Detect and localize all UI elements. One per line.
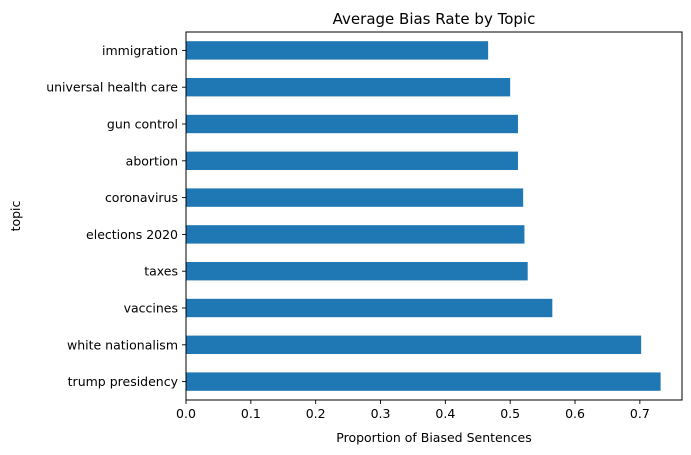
bar-coronavirus <box>186 188 524 207</box>
x-tick-label: 0.4 <box>435 406 455 421</box>
plot-frame <box>185 31 683 401</box>
y-tick-label: abortion <box>126 153 178 168</box>
y-tick-label: coronavirus <box>105 190 178 205</box>
bar-gun-control <box>186 114 518 134</box>
x-tick-label: 0.2 <box>306 406 326 421</box>
x-tick-label: 0.5 <box>500 406 520 421</box>
bar-immigration <box>186 41 489 60</box>
y-tick-label: universal health care <box>46 80 178 95</box>
x-axis-label: Proportion of Biased Sentences <box>336 430 531 445</box>
y-tick-label: white nationalism <box>67 337 178 352</box>
y-tick-label: elections 2020 <box>86 227 178 242</box>
y-tick-label: vaccines <box>124 301 178 316</box>
x-tick-label: 0.1 <box>241 406 261 421</box>
bar-taxes <box>186 262 528 281</box>
chart-title: Average Bias Rate by Topic <box>333 10 536 28</box>
y-tick-label: trump presidency <box>68 374 179 389</box>
y-tick-label: immigration <box>102 43 178 58</box>
bar-trump-presidency <box>186 372 661 391</box>
x-tick-label: 0.6 <box>565 406 585 421</box>
y-tick-label: gun control <box>107 117 178 132</box>
y-axis-label: topic <box>8 200 23 231</box>
x-axis-ticks: 0.0 0.1 0.2 0.3 0.4 0.5 0.6 0.7 <box>176 400 650 421</box>
bar-elections-2020 <box>186 225 525 244</box>
x-tick-label: 0.0 <box>176 406 196 421</box>
bars-group <box>186 41 661 391</box>
bar-white-nationalism <box>186 335 642 354</box>
bar-vaccines <box>186 298 553 318</box>
x-tick-label: 0.7 <box>630 406 650 421</box>
y-axis-ticks: trump presidency white nationalism vaccine… <box>46 43 186 389</box>
bar-abortion <box>186 151 518 170</box>
bar-universal-health-care <box>186 78 511 97</box>
x-tick-label: 0.3 <box>371 406 391 421</box>
y-tick-label: taxes <box>144 264 178 279</box>
